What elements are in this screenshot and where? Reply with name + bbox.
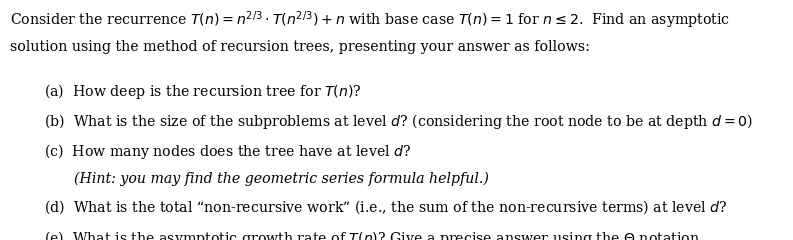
Text: Consider the recurrence $T(n) = n^{2/3} \cdot T(n^{2/3}) + n$ with base case $T(: Consider the recurrence $T(n) = n^{2/3} …	[10, 10, 730, 31]
Text: (c)  How many nodes does the tree have at level $d$?: (c) How many nodes does the tree have at…	[44, 142, 411, 161]
Text: solution using the method of recursion trees, presenting your answer as follows:: solution using the method of recursion t…	[10, 40, 590, 54]
Text: (a)  How deep is the recursion tree for $T(n)$?: (a) How deep is the recursion tree for $…	[44, 82, 362, 101]
Text: (e)  What is the asymptotic growth rate of $T(n)$? Give a precise answer using t: (e) What is the asymptotic growth rate o…	[44, 229, 703, 240]
Text: (d)  What is the total “non-recursive work” (i.e., the sum of the non-recursive : (d) What is the total “non-recursive wor…	[44, 198, 727, 216]
Text: (b)  What is the size of the subproblems at level $d$? (considering the root nod: (b) What is the size of the subproblems …	[44, 112, 753, 131]
Text: (Hint: you may find the geometric series formula helpful.): (Hint: you may find the geometric series…	[74, 172, 488, 186]
